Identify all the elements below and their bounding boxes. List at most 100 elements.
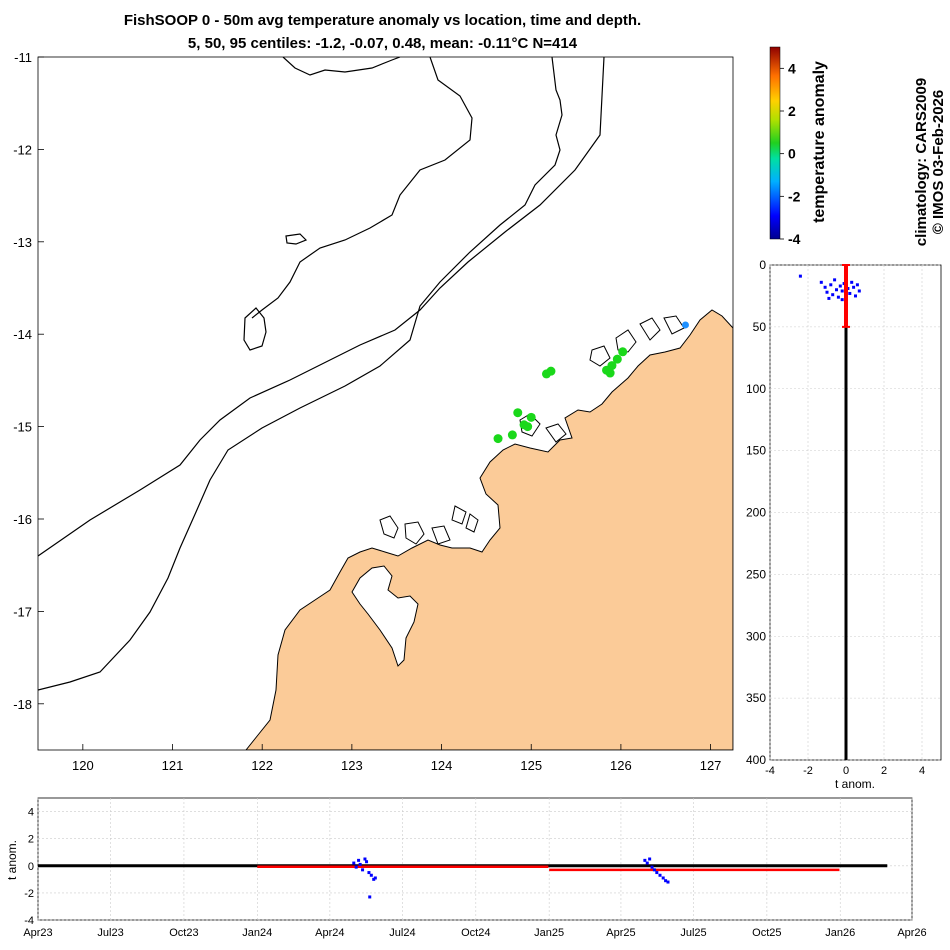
colorbar-tick-label: -2 — [788, 188, 801, 204]
timeseries-observation-point — [363, 857, 367, 861]
timeseries-y-tick-label: 0 — [28, 861, 34, 873]
map-x-tick-label: 123 — [341, 758, 363, 773]
depth-observation-point — [855, 283, 859, 287]
depth-y-tick-label: 200 — [746, 506, 766, 520]
depth-x-tick-label: 0 — [843, 765, 849, 777]
map-observation-point — [526, 412, 536, 422]
depth-observation-point — [798, 274, 802, 278]
map-observation-point — [681, 321, 689, 329]
timeseries-y-tick-label: -2 — [24, 888, 34, 900]
timeseries-x-tick-label: Jul25 — [680, 927, 706, 939]
depth-observation-point — [840, 289, 844, 293]
timeseries-x-tick-label: Apr23 — [23, 927, 52, 939]
depth-x-tick-label: 2 — [881, 765, 887, 777]
depth-observation-point — [827, 296, 831, 300]
timeseries-y-tick-label: -4 — [24, 915, 34, 927]
timeseries-x-tick-label: Oct24 — [461, 927, 490, 939]
timeseries-observation-point — [648, 857, 652, 861]
colorbar-tick-label: 4 — [788, 60, 796, 76]
map-y-tick-label: -17 — [13, 604, 32, 619]
map-observation-point — [523, 422, 533, 432]
depth-x-tick-label: 4 — [919, 765, 925, 777]
depth-x-tick-label: -4 — [765, 765, 775, 777]
depth-panel: -4 -2 0 2 4 0 50 100 150 200 250 300 350 400 t anom. — [746, 258, 942, 791]
map-x-tick-label: 124 — [431, 758, 453, 773]
timeseries-x-tick-label: Jan24 — [242, 927, 272, 939]
timeseries-observation-point — [666, 880, 670, 884]
coastal-islands — [379, 315, 685, 545]
timeseries-x-tick-label: Jan25 — [534, 927, 564, 939]
colorbar: 4 2 0 -2 -4 temperature anomaly — [769, 46, 828, 247]
depth-observation-point — [829, 283, 833, 287]
shelf-contour-top — [282, 57, 401, 76]
depth-y-tick-label: 150 — [746, 444, 766, 458]
map-panel: 120 121 122 123 124 125 126 127 -11 -12 -13 -14 -15… — [13, 50, 734, 773]
depth-observation-point — [852, 285, 856, 289]
timeseries-lines — [38, 864, 888, 872]
timeseries-x-tick-label: Apr26 — [897, 927, 926, 939]
land-mass — [245, 309, 733, 750]
timeseries-frame — [37, 797, 913, 921]
shelf-contour-inner — [38, 57, 563, 691]
depth-observation-point — [840, 298, 844, 302]
depth-y-tick-label: 350 — [746, 691, 766, 705]
depth-y-tick-label: 0 — [759, 258, 766, 272]
timeseries-observation-point — [373, 876, 377, 880]
depth-observation-point — [838, 284, 842, 288]
timeseries-observation-point — [643, 858, 647, 862]
timeseries-x-tick-label: Oct23 — [169, 927, 198, 939]
map-observation-point — [605, 368, 615, 378]
timeseries-observation-point — [368, 895, 372, 899]
map-observation-point — [507, 430, 517, 440]
deep-contour — [251, 57, 473, 319]
map-observation-point — [618, 347, 628, 357]
map-observation-point — [493, 434, 503, 444]
timeseries-observation-point — [655, 871, 659, 875]
map-x-tick-label: 122 — [251, 758, 273, 773]
map-observation-point — [612, 354, 622, 364]
timeseries-x-tick-label: Jul23 — [97, 927, 123, 939]
timeseries-observation-point — [365, 860, 369, 864]
map-frame — [37, 56, 734, 751]
depth-observation-point — [833, 278, 837, 282]
timeseries-x-tick-label: Jan26 — [825, 927, 855, 939]
map-x-tick-label: 127 — [700, 758, 722, 773]
colorbar-ticks: 4 2 0 -2 -4 — [780, 60, 801, 247]
attribution-copyright: © IMOS 03-Feb-2026 — [930, 90, 947, 234]
map-y-tick-label: -18 — [13, 697, 32, 712]
map-x-tick-label: 125 — [520, 758, 542, 773]
shallow-bank — [243, 307, 267, 351]
timeseries-observation-point — [357, 858, 361, 862]
timeseries-panel: Apr23 Jul23 Oct23 Jan24 Apr24 Jul24 Oct24 Jan25… — [5, 797, 927, 939]
colorbar-tick-label: -4 — [788, 231, 801, 247]
depth-observation-point — [835, 288, 838, 292]
depth-y-tick-label: 300 — [746, 629, 766, 643]
map-y-tick-label: -16 — [13, 512, 32, 527]
map-y-tick-label: -13 — [13, 235, 32, 250]
king-sound-inlet — [351, 565, 419, 667]
chart-title: FishSOOP 0 - 50m avg temperature anomaly… — [123, 12, 642, 29]
attribution-climatology: climatology: CARS2009 — [913, 78, 930, 246]
map-y-tick-label: -11 — [14, 50, 32, 65]
timeseries-observation-point — [661, 876, 665, 880]
map-x-tick-label: 120 — [72, 758, 94, 773]
colorbar-tick-label: 2 — [788, 103, 796, 119]
map-y-tick-label: -12 — [13, 142, 32, 157]
timeseries-observation-point — [652, 868, 656, 872]
timeseries-x-tick-label: Oct25 — [752, 927, 781, 939]
map-observation-point — [607, 361, 617, 371]
depth-observation-point — [848, 291, 852, 295]
map-y-ticks: -11 -12 -13 -14 -15 -16 -17 -18 — [13, 50, 44, 712]
timeseries-y-tick-label: 2 — [28, 834, 34, 846]
depth-y-tick-label: 250 — [746, 567, 766, 581]
depth-observations — [798, 264, 861, 760]
timeseries-observations — [352, 857, 670, 899]
depth-observation-point — [819, 280, 823, 284]
timeseries-y-label: t anom. — [5, 840, 19, 880]
map-x-ticks: 120 121 122 123 124 125 126 127 — [72, 744, 721, 773]
timeseries-y-tick-label: 4 — [28, 807, 34, 819]
depth-observation-point — [850, 280, 854, 284]
depth-x-ticks: -4 -2 0 2 4 — [765, 765, 925, 777]
timeseries-observation-point — [664, 879, 668, 883]
